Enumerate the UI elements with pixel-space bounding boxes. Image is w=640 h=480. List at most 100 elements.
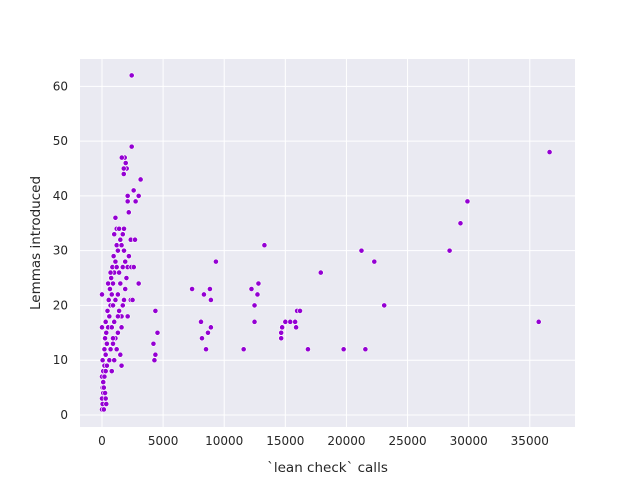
- point: [117, 236, 124, 243]
- y-tick-label: 10: [53, 353, 68, 367]
- point: [546, 149, 553, 155]
- x-tick-label: 20000: [327, 434, 365, 448]
- point: [132, 236, 138, 243]
- point: [261, 242, 268, 249]
- point: [106, 357, 113, 364]
- point: [119, 302, 126, 309]
- point: [358, 247, 365, 254]
- point: [118, 154, 125, 161]
- point: [103, 401, 110, 407]
- plot-area: [80, 59, 575, 427]
- point: [102, 351, 109, 358]
- point: [154, 329, 161, 336]
- point: [116, 308, 123, 314]
- point: [124, 198, 131, 205]
- point: [305, 346, 311, 353]
- point: [371, 258, 378, 265]
- point: [111, 357, 118, 364]
- point: [122, 160, 129, 166]
- point: [207, 286, 213, 292]
- point: [102, 335, 108, 342]
- point: [107, 269, 114, 276]
- x-tick-label: 10000: [205, 434, 243, 448]
- y-tick-label: 60: [53, 79, 68, 93]
- point: [130, 264, 137, 270]
- point: [207, 324, 214, 331]
- point: [117, 280, 124, 287]
- point: [124, 193, 131, 199]
- point: [135, 193, 142, 199]
- point: [99, 324, 105, 331]
- point: [137, 176, 144, 183]
- point: [248, 286, 255, 292]
- point: [114, 313, 121, 320]
- point: [293, 324, 299, 331]
- point: [213, 258, 219, 265]
- point: [116, 225, 123, 232]
- point: [446, 247, 453, 254]
- point: [279, 324, 286, 331]
- point: [120, 171, 127, 177]
- point: [199, 335, 205, 342]
- point: [287, 318, 294, 325]
- point: [251, 302, 258, 309]
- point: [110, 340, 116, 347]
- point: [278, 335, 285, 342]
- point: [151, 357, 158, 364]
- y-tick-label: 20: [53, 298, 68, 312]
- point: [317, 269, 324, 276]
- point: [207, 297, 214, 303]
- point: [119, 264, 126, 270]
- point: [120, 165, 127, 172]
- point: [99, 357, 106, 364]
- point: [108, 275, 115, 281]
- point: [110, 253, 117, 260]
- point: [457, 220, 464, 227]
- point: [201, 291, 207, 298]
- point: [240, 346, 247, 353]
- point: [105, 297, 112, 303]
- point: [112, 214, 119, 221]
- point: [198, 318, 204, 325]
- point: [122, 286, 129, 292]
- point: [113, 346, 120, 353]
- x-axis-label: `lean check` calls: [267, 460, 388, 476]
- point: [118, 242, 125, 249]
- point: [381, 302, 388, 309]
- point: [114, 247, 121, 254]
- point: [189, 286, 195, 292]
- point: [150, 340, 157, 347]
- y-axis-label: Lemmas introduced: [28, 176, 44, 310]
- point: [278, 329, 285, 336]
- point: [128, 72, 135, 79]
- point: [117, 351, 124, 358]
- point: [110, 302, 116, 309]
- point: [107, 286, 113, 292]
- x-tick-label: 0: [98, 434, 106, 448]
- point: [114, 329, 121, 336]
- point: [102, 318, 109, 325]
- point: [110, 280, 116, 287]
- point: [205, 329, 211, 336]
- point: [110, 335, 116, 342]
- point: [103, 329, 110, 336]
- y-tick-label: 40: [53, 189, 68, 203]
- point: [122, 258, 129, 265]
- x-tick-label: 25000: [388, 434, 426, 448]
- point: [118, 324, 125, 331]
- point: [114, 291, 121, 298]
- point: [297, 308, 303, 314]
- x-tick-label: 15000: [266, 434, 304, 448]
- point: [130, 187, 137, 194]
- point: [124, 313, 131, 320]
- point: [102, 395, 109, 402]
- y-tick-label: 0: [60, 408, 68, 422]
- point: [121, 247, 127, 254]
- point: [108, 291, 115, 298]
- x-tick-label: 35000: [511, 434, 549, 448]
- x-tick-label: 30000: [450, 434, 488, 448]
- point: [132, 198, 139, 205]
- point: [255, 280, 262, 287]
- point: [103, 362, 110, 369]
- point: [103, 340, 110, 347]
